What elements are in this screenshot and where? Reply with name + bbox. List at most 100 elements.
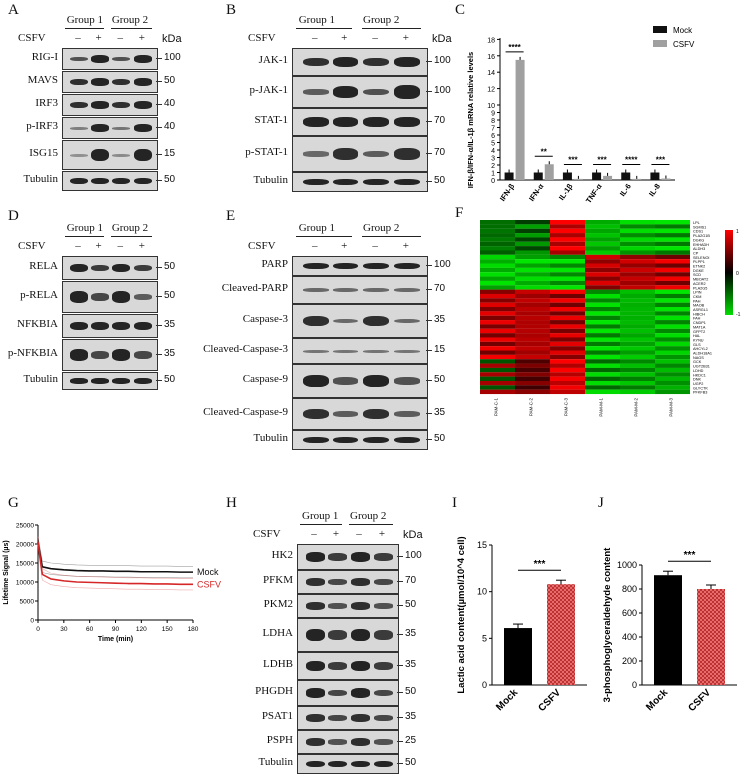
heatmap-cell [585,385,620,390]
heatmap-cell [515,307,550,312]
gene-label: MAOB [693,304,705,308]
x-tick-label: TNF-α [584,182,604,205]
group1-label: Group 1 [298,222,336,234]
protein-band [350,738,370,746]
kda-tick [156,127,162,128]
protein-band [350,661,370,671]
blot-row-label: Tubulin [253,174,288,186]
heatmap-cell [550,385,585,390]
protein-band [133,124,152,132]
heatmap-cell [515,267,550,273]
gene-label: ALDH3 [693,247,705,251]
heatmap-cell [515,311,550,316]
protein-band [70,153,88,157]
protein-band [305,688,325,698]
blot-row-label: p-NFKBIA [7,347,58,359]
heatmap-cell [655,220,690,225]
significance-mark: *** [684,550,696,561]
heatmap-cell [550,233,585,238]
heatmap-cell [550,311,585,316]
heatmap-cell [515,350,550,355]
significance-mark: *** [597,156,607,165]
kda-value: 50 [405,599,417,610]
protein-band [133,294,152,300]
protein-band [363,288,389,292]
y-tick-label: 12 [487,87,495,94]
protein-band [350,688,370,698]
heatmap-cell [515,389,550,395]
gene-label: PLPP1 [693,260,705,264]
kda-value: 35 [164,319,176,330]
protein-band [70,321,88,331]
y-tick-label: 10 [477,587,487,597]
y-tick-label: 2 [491,163,495,170]
group1-line [64,236,105,237]
heatmap-cell [655,359,690,364]
blot-strip [292,108,428,136]
heatmap-cell [620,380,655,386]
heatmap-cell [480,363,515,368]
y-tick-label: 20000 [16,542,34,549]
heatmap-cell [620,267,655,273]
protein-band [332,377,358,385]
blot-strip [62,339,158,371]
heatmap-cell [585,363,620,368]
protein-band [363,150,389,158]
heatmap-cell [655,302,690,308]
protein-band [394,436,420,444]
protein-band [394,178,420,186]
heatmap-cell [515,276,550,281]
significance-mark: **** [508,43,521,52]
protein-band [303,151,329,157]
heatmap-cell [620,259,655,264]
heatmap-cell [515,354,550,360]
protein-band [332,436,358,444]
significance-mark: *** [568,156,578,165]
y-tick-label: 9 [491,111,495,118]
protein-band [303,57,329,67]
panel-label-i: I [452,495,457,511]
kda-tick [397,717,403,718]
kda-tick [426,121,432,122]
y-tick-label: 15 [477,540,487,550]
protein-band [133,377,152,385]
protein-band [332,411,358,417]
protein-band [112,101,131,109]
protein-band [394,57,420,67]
blot-row-label: p-RELA [20,289,58,301]
colorbar [725,230,733,315]
protein-band [373,689,393,697]
protein-band [305,602,325,610]
blot-row-label: Cleaved-Caspase-9 [203,406,288,418]
series-label: CSFV [197,579,221,589]
heatmap-cell [620,337,655,342]
gene-label: KYNU [693,338,704,342]
heatmap-cell [585,293,620,299]
heatmap-cell [585,341,620,347]
heatmap-cell [550,333,585,338]
group2-line [110,28,153,29]
heatmap-cell [585,224,620,229]
heatmap-cell [515,254,550,260]
series-line [37,541,193,586]
heatmap-cell [585,337,620,342]
x-tick-label: 90 [112,626,120,633]
heatmap-cell [585,307,620,312]
panel-label-b: B [226,2,237,18]
bar [504,172,514,180]
heatmap-cell [585,276,620,281]
heatmap-cell [655,246,690,251]
heatmap-cell [585,272,620,277]
group2-line [361,28,421,29]
sample-label: PAM-M-1 [599,398,604,417]
heatmap-cell [480,302,515,308]
protein-band [394,377,420,385]
heatmap-cell [550,267,585,273]
heatmap-cell [550,254,585,260]
heatmap-cell [550,372,585,377]
bar [573,178,583,180]
heatmap-cell [620,354,655,360]
x-tick-label: IL-6 [618,182,633,198]
heatmap-cell [585,311,620,316]
heatmap-cell [515,233,550,238]
